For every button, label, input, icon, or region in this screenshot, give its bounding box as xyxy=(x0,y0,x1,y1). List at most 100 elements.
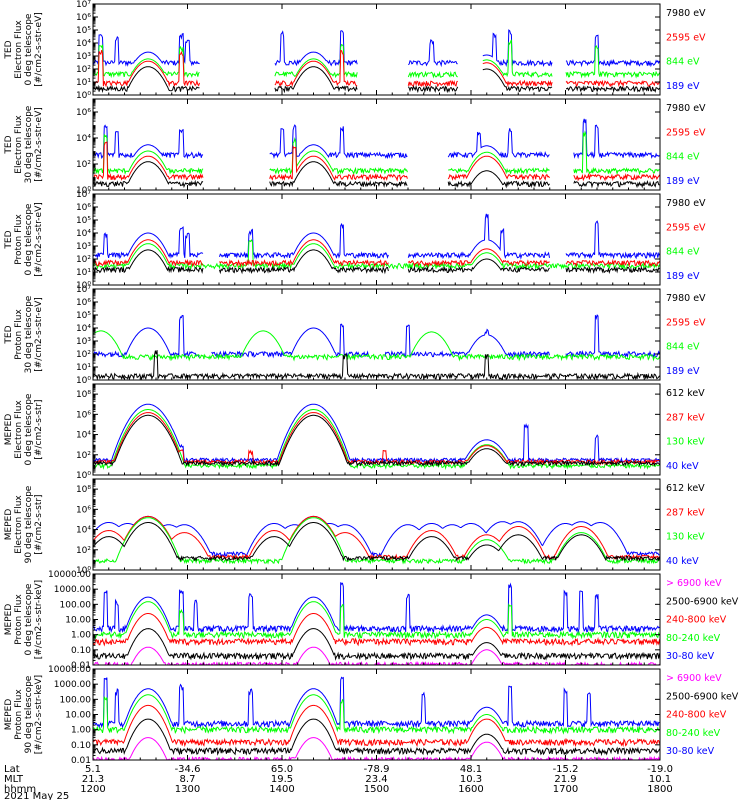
y-tick-label: 10⁶ xyxy=(76,108,91,118)
series-line-1 xyxy=(93,515,660,561)
y-axis-label: Electron Flux xyxy=(14,115,24,174)
y-tick-label: 10⁴ xyxy=(76,134,91,144)
y-tick-label: 1000.00 xyxy=(54,680,91,690)
legend-entry: 2595 eV xyxy=(666,32,706,43)
y-tick-label: 10⁴ xyxy=(76,324,91,334)
x-tick-label: -78.9 xyxy=(364,764,390,775)
y-tick-label: 10⁷ xyxy=(76,0,91,10)
x-tick-label: 1500 xyxy=(364,784,389,795)
x-tick-label: 1400 xyxy=(269,784,294,795)
y-tick-label: 10³ xyxy=(76,337,91,347)
y-axis-label: [#/cm2-s-str-keV] xyxy=(34,675,44,754)
y-tick-label: 10⁵ xyxy=(76,311,91,321)
x-tick-label: 48.1 xyxy=(460,764,482,775)
y-axis-label: [#/cm2-s-str-keV] xyxy=(34,580,44,659)
y-axis-label: MEPED xyxy=(4,604,14,636)
series-line-3 xyxy=(93,414,660,468)
x-axis-labels: Lat 5.1 -34.6 65.0 -78.9 48.1 -15.2 -19.0 MLT 21.… xyxy=(4,764,673,800)
y-tick-label: 10⁸ xyxy=(76,390,91,400)
y-axis-label: MEPED xyxy=(4,699,14,731)
legend-entry: 80-240 keV xyxy=(666,728,721,739)
y-axis-label: 30 deg telescope xyxy=(24,105,34,183)
y-tick-label: 0.10 xyxy=(71,646,91,656)
legend-entry: 189 eV xyxy=(666,271,700,282)
y-axis-label: 30 deg telescope xyxy=(24,295,34,373)
y-axis-label: MEPED xyxy=(4,414,14,446)
y-tick-label: 10⁶ xyxy=(76,410,91,420)
series-line-3 xyxy=(93,161,660,189)
y-tick-label: 10² xyxy=(76,350,91,360)
y-axis-label: TED xyxy=(4,230,14,249)
legend-entry: 612 keV xyxy=(666,388,705,399)
y-tick-label: 10⁵ xyxy=(76,26,91,36)
panel-frame xyxy=(92,193,661,286)
legend-entry: 189 eV xyxy=(666,176,700,187)
y-tick-label: 10⁴ xyxy=(76,229,91,239)
legend-entry: 30-80 keV xyxy=(666,651,715,662)
y-tick-label: 0.01 xyxy=(71,756,91,766)
y-tick-label: 10⁵ xyxy=(76,216,91,226)
x-tick-label: 1200 xyxy=(80,784,105,795)
y-tick-label: 100.00 xyxy=(60,600,92,610)
y-tick-label: 10⁴ xyxy=(76,431,91,441)
y-tick-label: 1.00 xyxy=(71,631,91,641)
y-tick-label: 10⁴ xyxy=(76,526,91,536)
panel-ted-electron-30: 10⁰ 10² 10⁴ 10⁶ TED Electron Flux 30 deg teles… xyxy=(4,98,706,196)
legend-entry: 612 keV xyxy=(666,483,705,494)
x-tick-label: 23.4 xyxy=(365,774,387,785)
legend-entry: 844 eV xyxy=(666,152,700,163)
series-line-0 xyxy=(93,314,660,359)
legend-entry: 844 eV xyxy=(666,247,700,258)
x-tick-label: 8.7 xyxy=(180,774,196,785)
x-tick-label: 19.5 xyxy=(271,774,293,785)
x-tick-label: -19.0 xyxy=(647,764,673,775)
legend-entry: 80-240 keV xyxy=(666,633,721,644)
y-axis-label: [#/cm2-s-str] xyxy=(34,399,44,459)
series-line-0 xyxy=(93,676,660,729)
y-axis-label: Proton Flux xyxy=(14,689,24,740)
x-tick-label: 21.9 xyxy=(554,774,576,785)
y-tick-label: 10⁴ xyxy=(76,39,91,49)
series-line-3 xyxy=(93,628,660,661)
series-line-1 xyxy=(93,601,660,640)
panel-ted-electron-0: 10⁰ 10¹ 10² 10³ 10⁴ 10⁵ 10⁶ 10⁷ TED Electron Flux… xyxy=(4,0,706,101)
legend-entry: 40 keV xyxy=(666,461,699,472)
legend-entry: 2595 eV xyxy=(666,127,706,138)
y-tick-label: 10² xyxy=(76,160,91,170)
y-tick-label: 10¹ xyxy=(76,268,91,278)
x-row-name: hhmm xyxy=(4,784,36,795)
y-tick-label: 10⁰ xyxy=(76,91,91,101)
y-axis-label: MEPED xyxy=(4,509,14,541)
x-tick-label: 10.1 xyxy=(649,774,671,785)
panel-data xyxy=(93,676,660,760)
y-tick-label: 1.00 xyxy=(71,726,91,736)
panel-data xyxy=(93,29,660,94)
legend-entry: 287 keV xyxy=(666,412,705,423)
y-axis-label: Proton Flux xyxy=(14,594,24,645)
y-tick-label: 10.00 xyxy=(65,711,91,721)
y-axis-label: [#/cm2-s-str] xyxy=(34,494,44,554)
y-tick-label: 10² xyxy=(76,255,91,265)
legend-entry: 7980 eV xyxy=(666,198,706,209)
legend-entry: 844 eV xyxy=(666,57,700,68)
x-tick-label: 1800 xyxy=(647,784,672,795)
y-tick-label: 10³ xyxy=(76,242,91,252)
series-line-2 xyxy=(93,613,660,647)
legend-entry: 189 eV xyxy=(666,81,700,92)
series-line-1 xyxy=(93,39,660,79)
series-line-2 xyxy=(93,517,660,565)
y-axis-label: 90 deg telescope xyxy=(24,675,34,753)
legend-entry: 130 keV xyxy=(666,437,705,448)
y-axis-label: [#/cm2-s-str-eV] xyxy=(34,202,44,277)
y-tick-label: 10¹ xyxy=(76,78,91,88)
y-axis-label: TED xyxy=(4,135,14,154)
y-axis-label: 0 deg telescope xyxy=(24,393,34,465)
panel-ted-proton-0: 10⁰ 10¹ 10² 10³ 10⁴ 10⁵ 10⁶ 10⁷ TED Proton Flux 0 … xyxy=(4,190,706,291)
x-tick-label: 10.3 xyxy=(460,774,482,785)
date-label: 2021 May 25 xyxy=(4,791,69,800)
legend-entry: 240-800 keV xyxy=(666,615,727,626)
y-axis-label: 0 deg telescope xyxy=(24,203,34,275)
x-tick-label: 1700 xyxy=(553,784,578,795)
legend-entry: 7980 eV xyxy=(666,103,706,114)
